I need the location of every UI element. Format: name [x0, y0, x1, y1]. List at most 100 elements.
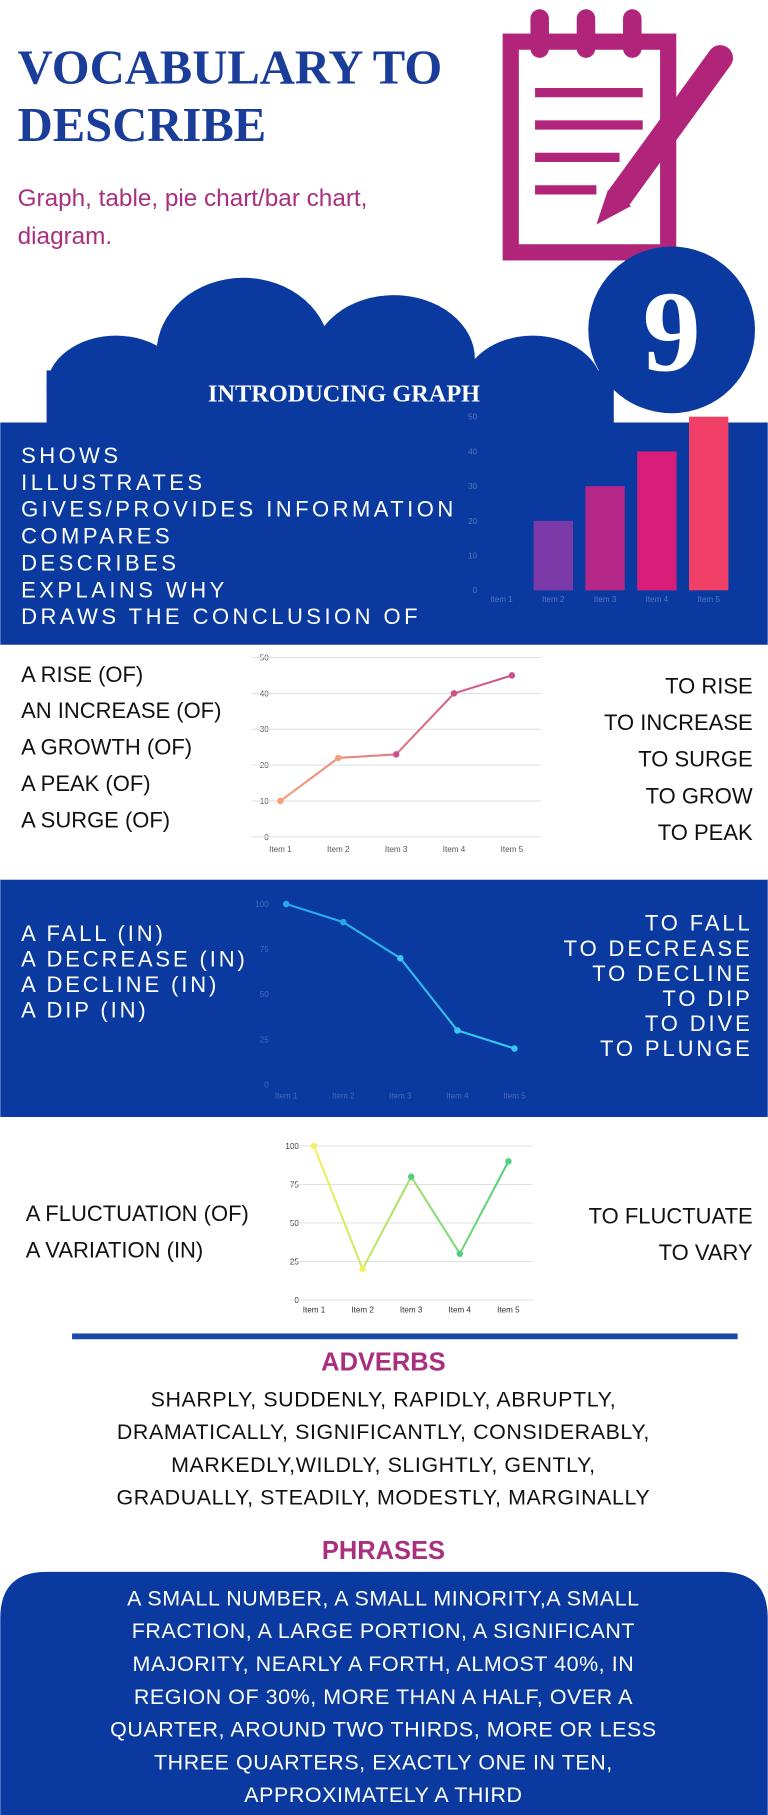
x-tick-label: Item 3 — [400, 1306, 423, 1315]
rise-noun: AN INCREASE (OF) — [21, 698, 221, 723]
x-tick-label: Item 5 — [497, 1306, 520, 1315]
fall-verb: TO DECLINE — [592, 961, 752, 986]
intro-verb: DRAWS THE CONCLUSION OF — [21, 604, 421, 629]
y-tick-label: 10 — [468, 552, 478, 561]
y-tick-label: 0 — [264, 1080, 269, 1089]
point — [277, 797, 284, 805]
phrase-line: THREE QUARTERS, EXACTLY ONE IN TEN, — [154, 1750, 613, 1774]
rise-noun: A PEAK (OF) — [21, 771, 151, 796]
rise-verb: TO SURGE — [638, 747, 752, 772]
line — [279, 674, 513, 802]
y-tick-label: 25 — [260, 1035, 270, 1044]
x-tick-label: Item 1 — [275, 1091, 298, 1100]
point — [505, 1158, 512, 1165]
adverb-line: DRAMATICALLY, SIGNIFICANTLY, CONSIDERABL… — [117, 1420, 650, 1444]
adverbs-heading: ADVERBS — [321, 1349, 445, 1377]
adverb-line: GRADUALLY, STEADILY, MODESTLY, MARGINALL… — [117, 1486, 651, 1510]
rise-verb: TO INCREASE — [604, 710, 753, 735]
x-tick-label: Item 2 — [332, 1091, 355, 1100]
adverb-line: SHARPLY, SUDDENLY, RAPIDLY, ABRUPTLY, — [151, 1387, 617, 1411]
x-tick-label: Item 1 — [269, 845, 292, 854]
fall-verb: TO DIVE — [645, 1011, 753, 1036]
point — [397, 954, 404, 962]
bar — [637, 451, 677, 591]
fall-noun: A DECLINE (IN) — [21, 972, 219, 997]
y-tick-label: 100 — [255, 900, 269, 909]
pencil-icon — [596, 45, 733, 225]
x-tick-label: Item 1 — [490, 595, 513, 604]
point — [310, 1142, 318, 1150]
point — [407, 1173, 415, 1180]
intro-heading: INTRODUCING GRAPH — [208, 381, 480, 408]
x-tick-label: Item 2 — [542, 595, 565, 604]
x-tick-label: Item 4 — [446, 1091, 469, 1100]
line — [313, 1145, 510, 1272]
intro-verb: COMPARES — [21, 524, 173, 549]
point — [508, 672, 516, 679]
x-tick-label: Item 1 — [303, 1306, 326, 1315]
subtitle: diagram. — [18, 223, 113, 250]
divider — [72, 1333, 738, 1340]
bar — [533, 520, 573, 591]
x-tick-label: Item 4 — [443, 845, 466, 854]
fluctuate-verb: TO VARY — [659, 1240, 753, 1265]
notepad-rings — [530, 9, 642, 58]
intro-verb: EXPLAINS WHY — [21, 577, 228, 602]
y-tick-label: 50 — [468, 413, 478, 422]
phrase-line: FRACTION, A LARGE PORTION, A SIGNIFICANT — [132, 1619, 635, 1643]
phrase-line: MAJORITY, NEARLY A FORTH, ALMOST 40%, IN — [133, 1652, 635, 1676]
x-tick-label: Item 3 — [385, 845, 408, 854]
fall-verb: TO PLUNGE — [600, 1036, 753, 1061]
point — [454, 1027, 461, 1034]
y-tick-label: 30 — [468, 482, 478, 491]
y-tick-label: 75 — [260, 945, 270, 954]
phrase-line: QUARTER, AROUND TWO THIRDS, MORE OR LESS — [110, 1718, 656, 1742]
title: VOCABULARY TO — [18, 40, 443, 94]
y-tick-label: 40 — [468, 447, 478, 456]
point — [511, 1045, 518, 1052]
subtitle: Graph, table, pie chart/bar chart, — [18, 185, 368, 212]
blue-band — [0, 879, 768, 1118]
fall-noun: A DECREASE (IN) — [21, 947, 248, 972]
x-tick-label: Item 2 — [351, 1306, 374, 1315]
point — [456, 1250, 464, 1257]
phrase-line: A SMALL NUMBER, A SMALL MINORITY,A SMALL — [127, 1586, 640, 1610]
title: DESCRIBE — [18, 98, 267, 152]
x-tick-label: Item 3 — [389, 1091, 412, 1100]
fluctuate-noun: A FLUCTUATION (OF) — [26, 1201, 249, 1226]
intro-verb: GIVES/PROVIDES INFORMATION — [21, 497, 457, 522]
rise-noun: A SURGE (OF) — [21, 808, 170, 833]
adverb-line: MARKEDLY,WILDLY, SLIGHTLY, GENTLY, — [171, 1453, 596, 1477]
x-tick-label: Item 5 — [503, 1091, 526, 1100]
intro-verb: SHOWS — [21, 443, 121, 468]
fluctuate-noun: A VARIATION (IN) — [26, 1238, 204, 1263]
fluctuate-verb: TO FLUCTUATE — [589, 1204, 753, 1229]
x-tick-label: Item 4 — [449, 1306, 472, 1315]
point — [282, 900, 290, 908]
x-tick-label: Item 2 — [327, 845, 350, 854]
x-tick-label: Item 3 — [594, 595, 617, 604]
phrases-heading: PHRASES — [322, 1537, 445, 1565]
number: 9 — [643, 268, 701, 396]
intro-verb: DESCRIBES — [21, 550, 179, 575]
x-tick-label: Item 5 — [501, 845, 524, 854]
point — [359, 1265, 366, 1273]
x-tick-label: Item 5 — [697, 595, 720, 604]
number-badge — [588, 246, 755, 414]
fall-noun: A DIP (IN) — [21, 997, 148, 1022]
phrase-line: REGION OF 30%, MORE THAN A HALF, OVER A — [134, 1685, 633, 1709]
point — [450, 690, 458, 697]
point — [392, 751, 400, 758]
fall-verb: TO DECREASE — [564, 936, 753, 961]
point — [335, 754, 342, 762]
point — [340, 918, 347, 926]
fall-noun: A FALL (IN) — [21, 921, 166, 946]
intro-verb: ILLUSTRATES — [21, 470, 205, 495]
rise-verb: TO PEAK — [658, 820, 753, 845]
bar — [689, 416, 729, 591]
rise-verb: TO RISE — [665, 673, 753, 698]
y-tick-label: 0 — [473, 586, 478, 595]
cloud — [46, 277, 614, 440]
fall-verb: TO DIP — [662, 986, 752, 1011]
